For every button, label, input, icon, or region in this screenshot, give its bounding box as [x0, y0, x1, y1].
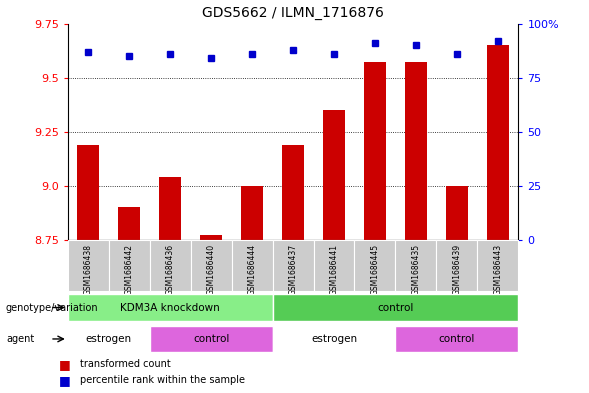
- Text: GSM1686444: GSM1686444: [247, 244, 257, 295]
- Bar: [363, 62, 386, 240]
- Bar: [109, 240, 150, 291]
- Bar: [68, 294, 273, 321]
- Text: GSM1686442: GSM1686442: [125, 244, 134, 295]
- Text: GSM1686445: GSM1686445: [370, 244, 379, 295]
- Bar: [68, 240, 109, 291]
- Bar: [355, 240, 395, 291]
- Bar: [159, 177, 181, 240]
- Bar: [487, 45, 509, 240]
- Bar: [273, 240, 313, 291]
- Bar: [241, 185, 263, 240]
- Bar: [231, 240, 273, 291]
- Text: GSM1686443: GSM1686443: [494, 244, 502, 295]
- Bar: [446, 185, 468, 240]
- Bar: [191, 240, 231, 291]
- Bar: [150, 326, 273, 352]
- Bar: [395, 326, 518, 352]
- Text: control: control: [193, 334, 229, 344]
- Text: ■: ■: [59, 374, 71, 387]
- Bar: [150, 240, 191, 291]
- Bar: [77, 145, 100, 240]
- Text: transformed count: transformed count: [80, 359, 170, 369]
- Text: agent: agent: [6, 334, 34, 344]
- Bar: [273, 294, 518, 321]
- Bar: [118, 207, 140, 240]
- Bar: [273, 326, 395, 352]
- Text: percentile rank within the sample: percentile rank within the sample: [80, 375, 244, 385]
- Text: GSM1686439: GSM1686439: [452, 244, 461, 295]
- Bar: [282, 145, 305, 240]
- Text: GSM1686436: GSM1686436: [166, 244, 175, 295]
- Text: GSM1686440: GSM1686440: [207, 244, 216, 295]
- Bar: [436, 240, 477, 291]
- Bar: [68, 326, 150, 352]
- Text: control: control: [377, 303, 413, 312]
- Text: KDM3A knockdown: KDM3A knockdown: [120, 303, 220, 312]
- Text: control: control: [439, 334, 475, 344]
- Text: ■: ■: [59, 358, 71, 371]
- Text: GSM1686441: GSM1686441: [329, 244, 339, 295]
- Bar: [323, 110, 345, 240]
- Bar: [395, 240, 436, 291]
- Title: GDS5662 / ILMN_1716876: GDS5662 / ILMN_1716876: [202, 6, 384, 20]
- Text: GSM1686437: GSM1686437: [289, 244, 297, 295]
- Bar: [313, 240, 355, 291]
- Bar: [200, 235, 223, 240]
- Text: genotype/variation: genotype/variation: [6, 303, 98, 312]
- Text: GSM1686438: GSM1686438: [84, 244, 92, 295]
- Bar: [477, 240, 518, 291]
- Text: GSM1686435: GSM1686435: [411, 244, 421, 295]
- Text: estrogen: estrogen: [85, 334, 132, 344]
- Text: estrogen: estrogen: [311, 334, 357, 344]
- Bar: [405, 62, 427, 240]
